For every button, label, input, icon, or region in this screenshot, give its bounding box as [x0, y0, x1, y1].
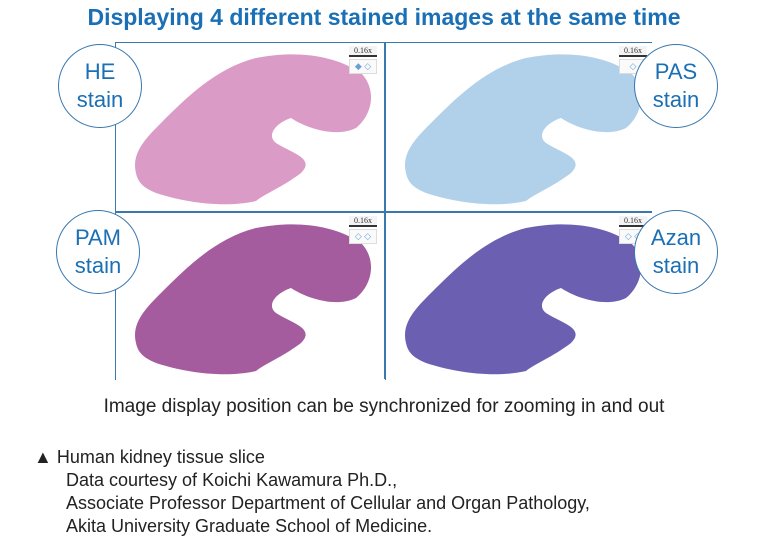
zoom-level: 0.16x [349, 216, 377, 227]
panel-pam[interactable]: 0.16x ◇ ◇ [116, 213, 385, 381]
panel-he[interactable]: 0.16x ◆ ◇ [116, 43, 385, 211]
tissue-image [135, 54, 372, 205]
page-title: Displaying 4 different stained images at… [87, 4, 681, 30]
label-he: HE stain [58, 44, 142, 128]
caption: Image display position can be synchroniz… [103, 396, 665, 417]
tissue-slice [405, 54, 642, 205]
tissue-image [405, 54, 642, 205]
tissue-image [405, 224, 642, 375]
label-azan: Azan stain [634, 210, 718, 294]
label-pas: PAS stain [634, 44, 718, 128]
nav-arrows-icon[interactable]: ◇ ◇ [349, 229, 377, 244]
divider [116, 211, 651, 213]
zoom-level: 0.16x [619, 216, 647, 227]
label-pam: PAM stain [56, 210, 140, 294]
credit-note: ▲ Human kidney tissue slice Data courtes… [34, 447, 590, 536]
panel-pas[interactable]: 0.16x ◇ [386, 43, 655, 211]
triangle-icon: ▲ [34, 447, 52, 467]
tissue-slice [135, 54, 372, 205]
nav-arrows-icon[interactable]: ◆ ◇ [349, 59, 377, 74]
zoom-level: 0.16x [349, 46, 377, 57]
stain-grid: 0.16x ◆ ◇ 0.16x ◇ 0.16x ◇ ◇ 0.16x ◇ ◇ [115, 42, 655, 381]
tissue-image [135, 224, 372, 375]
zoom-level: 0.16x [619, 46, 647, 57]
tissue-slice [405, 224, 642, 375]
panel-azan[interactable]: 0.16x ◇ ◇ [386, 213, 655, 381]
tissue-slice [135, 224, 372, 375]
